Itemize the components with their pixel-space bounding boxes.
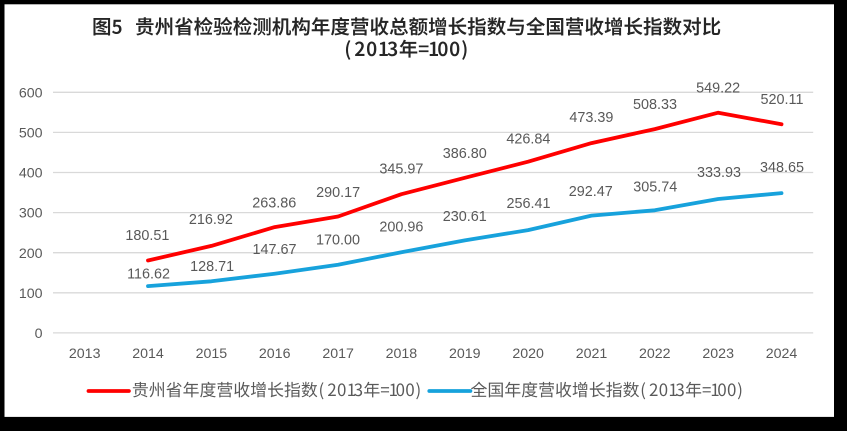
svg-text:2018: 2018: [386, 346, 418, 362]
svg-text:200: 200: [19, 246, 43, 262]
svg-text:292.47: 292.47: [569, 184, 613, 200]
svg-text:2017: 2017: [322, 346, 354, 362]
svg-text:2016: 2016: [259, 346, 291, 362]
svg-text:2024: 2024: [766, 346, 798, 362]
svg-text:230.61: 230.61: [443, 209, 487, 225]
svg-text:2015: 2015: [196, 346, 228, 362]
svg-text:100: 100: [19, 286, 43, 302]
svg-text:170.00: 170.00: [316, 233, 360, 249]
svg-text:386.80: 386.80: [443, 146, 487, 162]
svg-text:500: 500: [19, 126, 43, 142]
svg-text:520.11: 520.11: [761, 92, 804, 108]
svg-text:0: 0: [35, 326, 43, 342]
svg-text:2021: 2021: [576, 346, 608, 362]
svg-text:473.39: 473.39: [569, 110, 613, 126]
svg-text:345.97: 345.97: [379, 162, 423, 178]
svg-text:116.62: 116.62: [127, 267, 170, 283]
svg-text:2023: 2023: [702, 346, 734, 362]
svg-text:508.33: 508.33: [633, 97, 677, 113]
svg-text:600: 600: [19, 85, 43, 101]
svg-text:2020: 2020: [512, 346, 544, 362]
svg-text:426.84: 426.84: [506, 131, 550, 147]
svg-text:147.67: 147.67: [252, 242, 296, 258]
svg-text:348.65: 348.65: [760, 160, 804, 176]
svg-text:256.41: 256.41: [506, 196, 550, 212]
svg-text:200.96: 200.96: [379, 219, 423, 235]
svg-text:2013: 2013: [69, 346, 101, 362]
svg-text:333.93: 333.93: [697, 165, 741, 181]
svg-text:128.71: 128.71: [190, 259, 234, 275]
svg-text:305.74: 305.74: [633, 179, 677, 195]
svg-text:2019: 2019: [449, 346, 481, 362]
svg-text:300: 300: [19, 206, 43, 222]
svg-text:263.86: 263.86: [252, 195, 296, 211]
svg-text:2022: 2022: [639, 346, 671, 362]
svg-text:549.22: 549.22: [696, 81, 740, 97]
svg-text:400: 400: [19, 166, 43, 182]
svg-text:2014: 2014: [132, 346, 164, 362]
svg-text:290.17: 290.17: [316, 185, 360, 201]
svg-text:216.92: 216.92: [189, 212, 233, 228]
svg-text:180.51: 180.51: [125, 228, 169, 244]
